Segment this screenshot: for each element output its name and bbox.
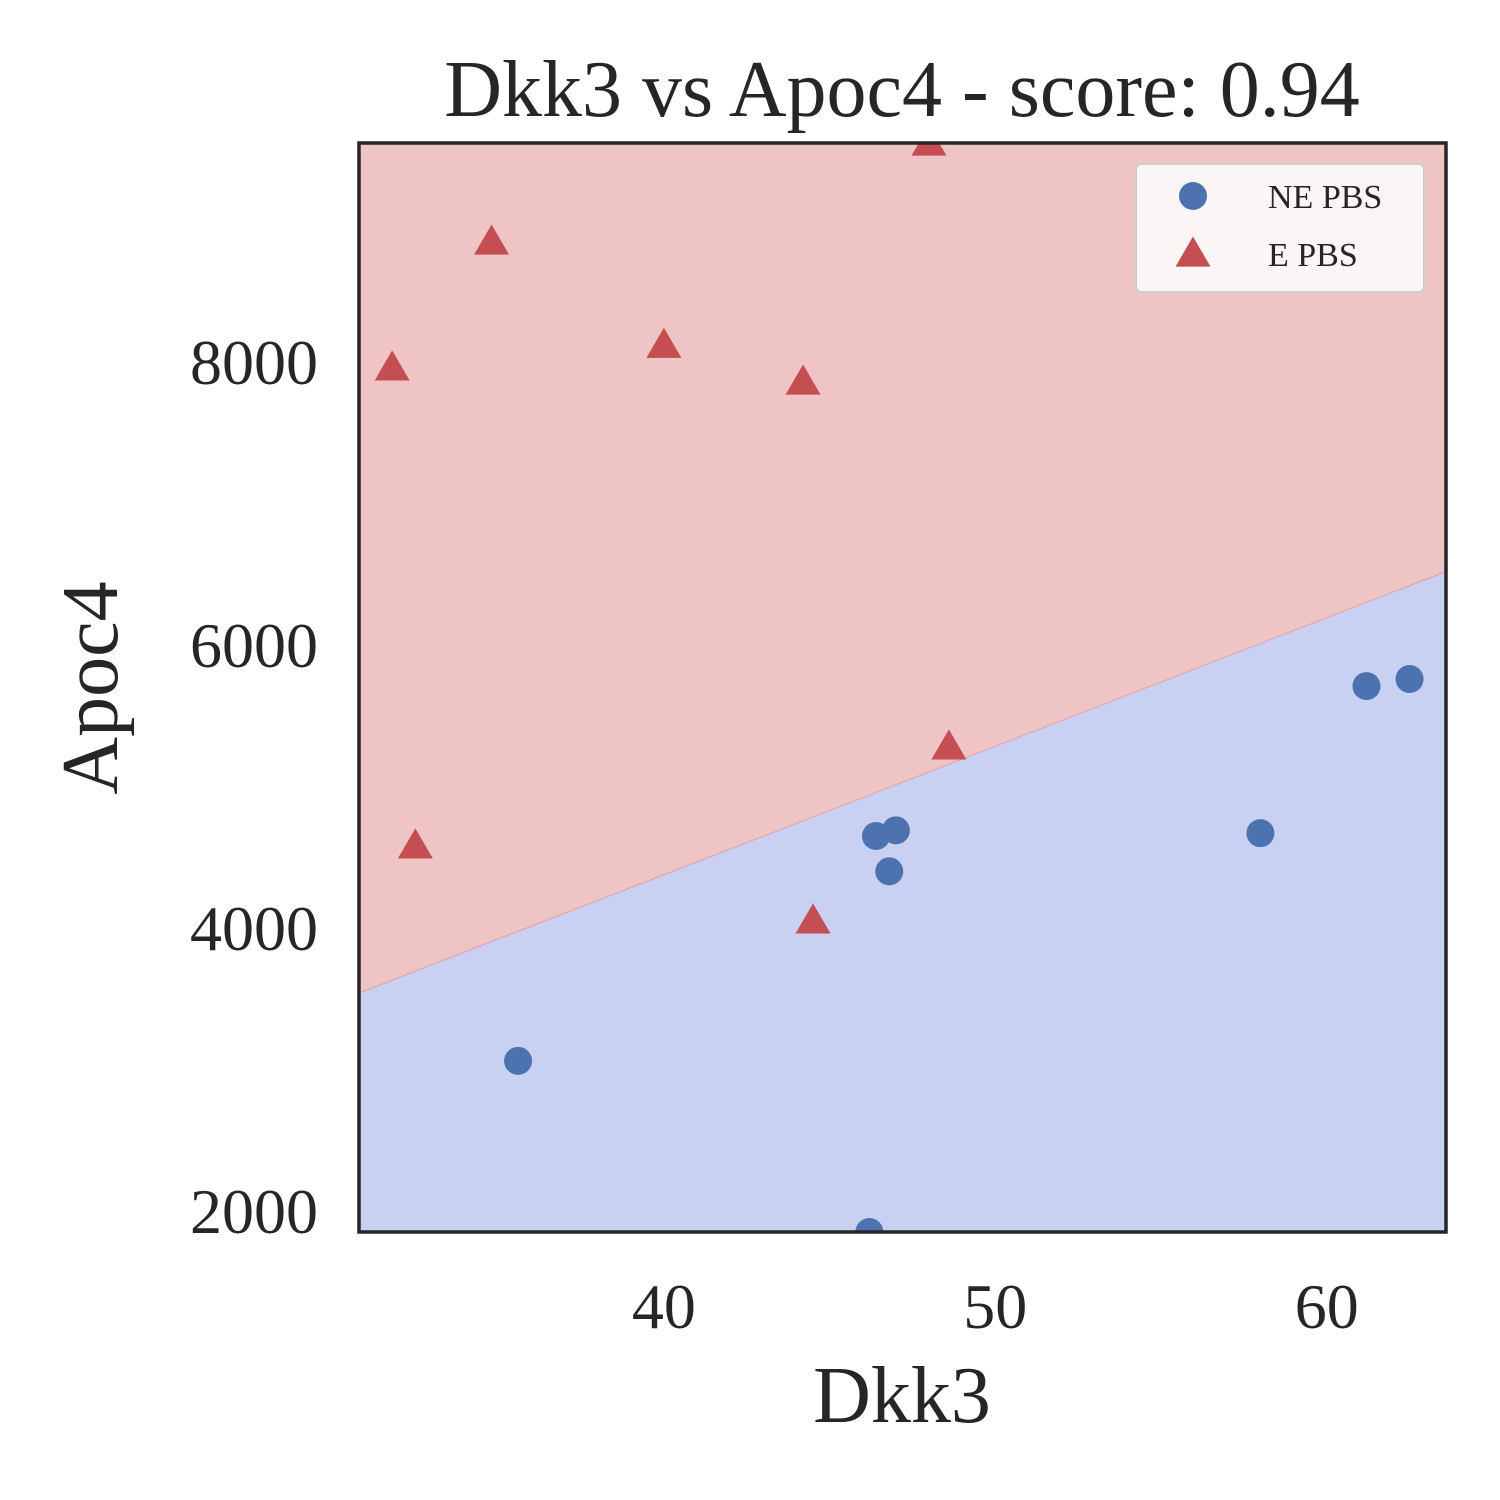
legend-box — [1135, 163, 1425, 293]
decision-boundary — [359, 571, 1446, 994]
point-s1-1 — [474, 224, 510, 255]
point-s1-4 — [785, 364, 821, 395]
y-tick-label-1: 4000 — [190, 893, 318, 964]
x-tick-label-1: 50 — [963, 1271, 1027, 1342]
point-s0-0 — [504, 1046, 533, 1075]
y-axis-ticks: 2000 4000 6000 8000 — [190, 327, 318, 1247]
x-tick-label-2: 60 — [1295, 1271, 1359, 1342]
point-s0-7 — [1395, 665, 1424, 694]
legend-label-1: E PBS — [1268, 237, 1358, 274]
point-s0-5 — [1246, 819, 1275, 848]
point-s1-2 — [397, 828, 433, 859]
point-s1-3 — [646, 327, 682, 358]
legend-label-0: NE PBS — [1268, 179, 1382, 216]
x-axis-ticks: 40 50 60 — [632, 1271, 1359, 1342]
point-s0-6 — [1352, 672, 1381, 701]
region-0 — [359, 143, 1446, 993]
y-tick-label-3: 8000 — [190, 327, 318, 398]
region-1 — [359, 571, 1446, 1232]
legend: NE PBS E PBS — [1135, 163, 1425, 293]
y-axis-label: Apoc4 — [47, 581, 135, 794]
decision-regions — [359, 143, 1446, 1232]
point-s0-1 — [855, 1218, 884, 1232]
data-points — [374, 143, 1424, 1232]
x-axis-label: Dkk3 — [813, 1352, 991, 1440]
plot-frame — [357, 141, 1448, 1234]
point-s1-6 — [911, 143, 947, 156]
legend-marker-1 — [1175, 236, 1211, 267]
x-tick-label-0: 40 — [632, 1271, 696, 1342]
point-s1-5 — [795, 903, 831, 934]
y-tick-label-0: 2000 — [190, 1176, 318, 1247]
point-s0-3 — [881, 816, 910, 845]
point-s1-7 — [931, 729, 967, 760]
point-s0-4 — [875, 857, 904, 886]
point-s1-0 — [374, 350, 410, 381]
chart-title: Dkk3 vs Apoc4 - score: 0.94 — [444, 46, 1359, 134]
y-tick-label-2: 6000 — [190, 610, 318, 681]
legend-marker-0 — [1179, 182, 1207, 210]
